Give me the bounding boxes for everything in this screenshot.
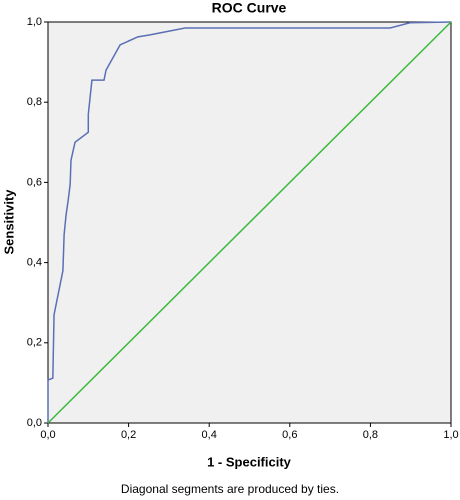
y-tick-label: 0,2 xyxy=(27,337,42,349)
x-tick-label: 0,4 xyxy=(202,429,217,441)
x-tick-label: 0,2 xyxy=(121,429,136,441)
curve xyxy=(47,21,452,424)
footnote: Diagonal segments are produced by ties. xyxy=(121,482,339,496)
curve xyxy=(47,21,452,423)
y-tick-label: 0,8 xyxy=(27,96,42,108)
y-axis-label: Sensitivity xyxy=(1,189,16,255)
y-tick-label: 0,4 xyxy=(27,257,42,269)
x-tick-label: 0,6 xyxy=(282,429,297,441)
chart-title: ROC Curve xyxy=(212,0,287,16)
x-axis-label: 1 - Specificity xyxy=(207,454,292,469)
y-tick-label: 0,6 xyxy=(27,176,42,188)
x-tick-label: 0,8 xyxy=(363,429,378,441)
y-tick-label: 1,0 xyxy=(27,16,42,28)
y-tick-label: 0,0 xyxy=(27,417,42,429)
x-tick-label: 1,0 xyxy=(443,429,458,441)
x-tick-label: 0,0 xyxy=(40,429,55,441)
